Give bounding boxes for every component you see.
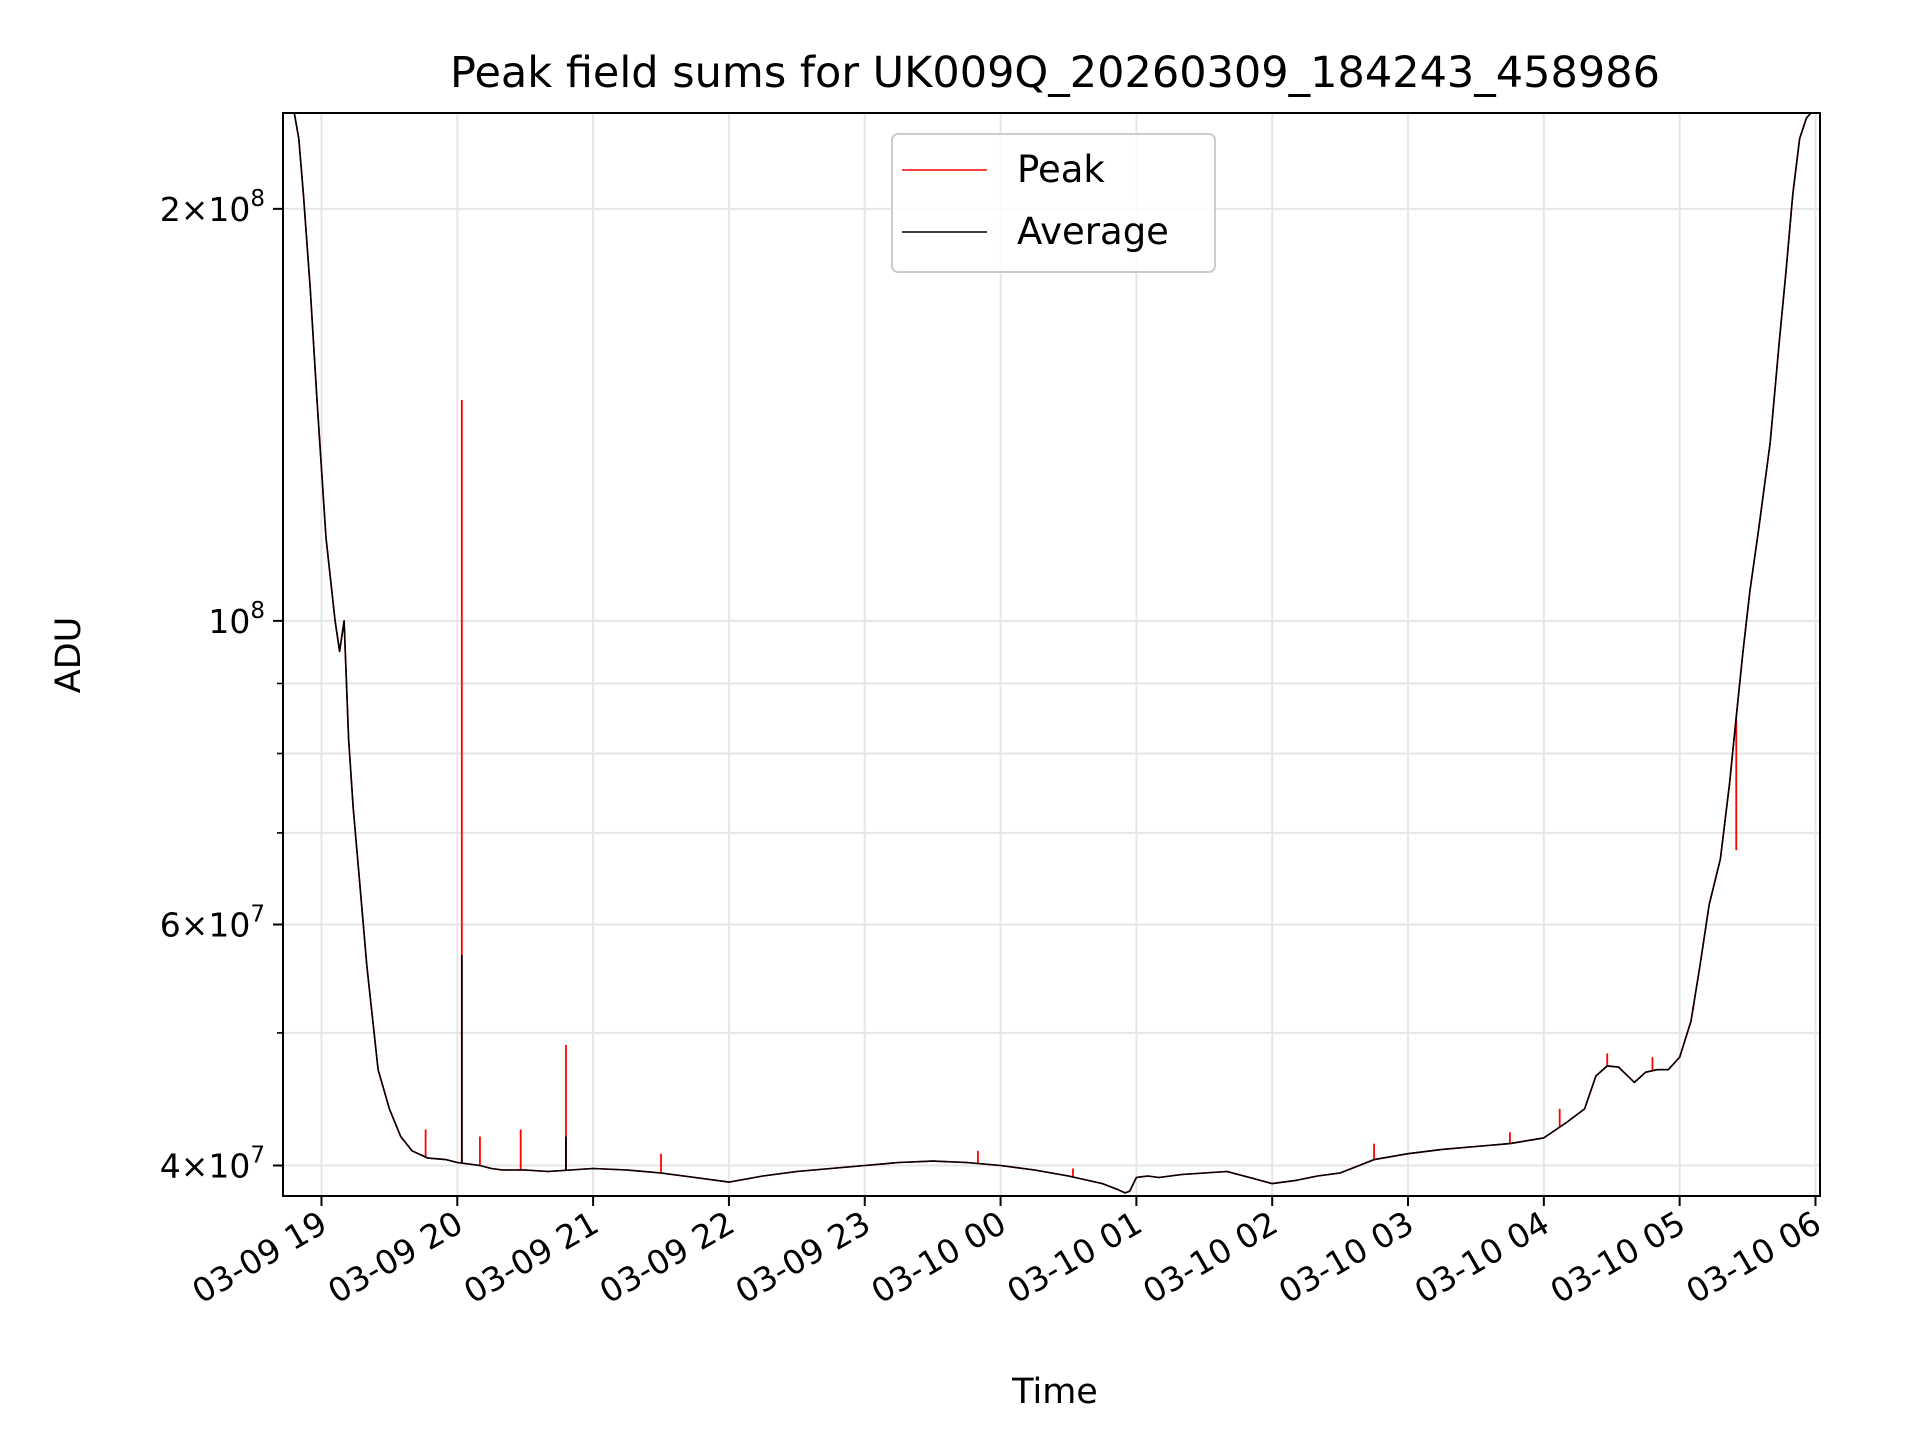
y-tick-label: 6×107 [160,902,265,945]
plot-frame [282,112,1821,1197]
y-axis: 2×108 108 6×107 4×107 [160,186,283,1186]
x-axis-label: Time [1011,1372,1098,1412]
gridlines [283,113,1820,1196]
plot-series [283,113,1820,1194]
y-tick-label: 108 [208,598,265,641]
legend: Peak Average [891,133,1216,273]
series-layer [283,113,1820,1194]
legend-average-label: Average [1017,210,1169,253]
average-series-line [283,113,1820,1194]
plot-area [283,113,1820,1196]
legend-peak-label: Peak [1017,148,1105,191]
y-tick-label: 4×107 [160,1143,265,1186]
y-axis-label: ADU [49,617,89,694]
chart-title: Peak field sums for UK009Q_20260309_1842… [450,48,1660,98]
y-tick-label: 2×108 [160,186,265,229]
legend-box [891,133,1216,273]
